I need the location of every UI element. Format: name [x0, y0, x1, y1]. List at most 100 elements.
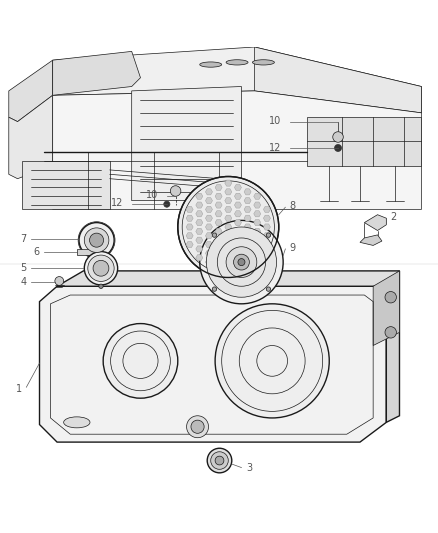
Ellipse shape [199, 62, 221, 67]
Polygon shape [364, 215, 385, 230]
Polygon shape [215, 228, 222, 235]
Polygon shape [224, 206, 231, 213]
Circle shape [266, 287, 270, 292]
Polygon shape [205, 224, 212, 230]
Circle shape [226, 247, 256, 278]
Polygon shape [205, 259, 212, 265]
Polygon shape [215, 255, 222, 261]
Polygon shape [244, 189, 251, 195]
Polygon shape [244, 224, 251, 230]
Polygon shape [234, 263, 241, 270]
Ellipse shape [252, 60, 274, 65]
Text: 2: 2 [390, 212, 396, 222]
Text: 10: 10 [145, 190, 158, 200]
Circle shape [191, 420, 204, 433]
Polygon shape [224, 259, 231, 265]
Polygon shape [253, 255, 260, 261]
Polygon shape [195, 228, 202, 235]
Circle shape [163, 201, 170, 207]
Polygon shape [253, 246, 260, 252]
Polygon shape [254, 47, 420, 113]
Polygon shape [224, 180, 231, 186]
Polygon shape [186, 241, 193, 248]
Polygon shape [9, 60, 53, 122]
Text: 10: 10 [268, 116, 280, 126]
Circle shape [210, 452, 228, 470]
Polygon shape [195, 193, 202, 199]
Polygon shape [215, 202, 222, 208]
Polygon shape [234, 184, 241, 190]
Polygon shape [234, 193, 241, 199]
Ellipse shape [226, 60, 247, 65]
Polygon shape [215, 220, 222, 225]
Circle shape [93, 260, 109, 276]
Polygon shape [253, 211, 260, 217]
Circle shape [103, 324, 177, 398]
Text: 9: 9 [289, 243, 295, 253]
Text: 8: 8 [289, 201, 295, 212]
Circle shape [207, 448, 231, 473]
Polygon shape [195, 255, 202, 261]
Polygon shape [244, 198, 251, 204]
Polygon shape [131, 86, 241, 200]
Polygon shape [253, 202, 260, 208]
Polygon shape [205, 198, 212, 204]
Polygon shape [263, 224, 270, 230]
Circle shape [177, 176, 278, 278]
Polygon shape [186, 206, 193, 213]
Polygon shape [195, 220, 202, 225]
Circle shape [84, 228, 109, 253]
Circle shape [212, 287, 216, 292]
Circle shape [84, 252, 117, 285]
Polygon shape [53, 91, 420, 209]
Ellipse shape [64, 417, 90, 428]
Circle shape [170, 185, 180, 196]
Polygon shape [205, 215, 212, 221]
Circle shape [233, 254, 249, 270]
Polygon shape [205, 233, 212, 239]
Text: 1: 1 [16, 384, 22, 394]
Polygon shape [53, 51, 140, 95]
Polygon shape [195, 211, 202, 217]
Circle shape [237, 259, 244, 265]
Polygon shape [263, 233, 270, 239]
Polygon shape [57, 271, 399, 286]
Text: 6: 6 [33, 247, 39, 256]
Polygon shape [234, 202, 241, 208]
Polygon shape [253, 220, 260, 225]
Circle shape [186, 416, 208, 438]
Circle shape [215, 304, 328, 418]
Polygon shape [244, 233, 251, 239]
Circle shape [384, 292, 396, 303]
Polygon shape [224, 198, 231, 204]
Polygon shape [215, 184, 222, 190]
Text: 12: 12 [268, 143, 280, 153]
Polygon shape [253, 237, 260, 243]
Polygon shape [205, 206, 212, 213]
Text: 4: 4 [20, 277, 26, 287]
Polygon shape [359, 235, 381, 245]
Polygon shape [224, 189, 231, 195]
Polygon shape [186, 215, 193, 221]
Circle shape [199, 221, 283, 304]
Text: 5: 5 [20, 263, 26, 273]
Polygon shape [234, 255, 241, 261]
Text: 3: 3 [245, 463, 251, 473]
Polygon shape [53, 47, 420, 113]
Polygon shape [195, 237, 202, 243]
Polygon shape [224, 241, 231, 248]
Polygon shape [224, 233, 231, 239]
Circle shape [212, 233, 216, 237]
Polygon shape [215, 237, 222, 243]
Polygon shape [234, 211, 241, 217]
Polygon shape [215, 263, 222, 270]
Polygon shape [244, 251, 251, 256]
Polygon shape [385, 271, 399, 422]
Circle shape [206, 227, 276, 297]
Polygon shape [186, 224, 193, 230]
Polygon shape [244, 206, 251, 213]
Polygon shape [263, 215, 270, 221]
Circle shape [55, 277, 64, 285]
Polygon shape [234, 246, 241, 252]
Polygon shape [215, 193, 222, 199]
